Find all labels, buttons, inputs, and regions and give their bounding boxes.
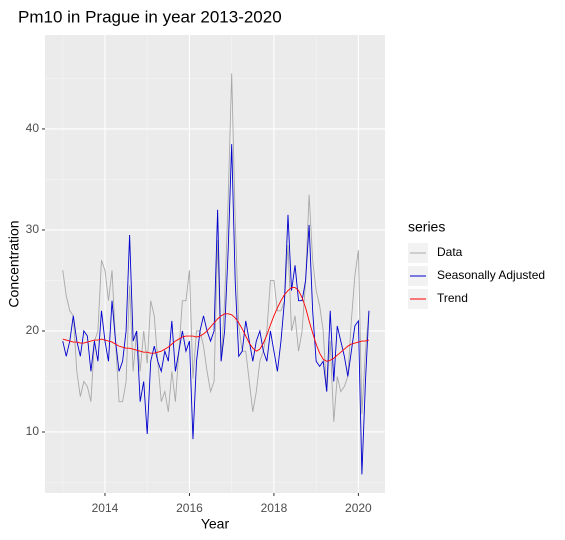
- legend-label: Trend: [437, 291, 468, 305]
- x-tick-label: 2016: [176, 501, 203, 515]
- chart-title: Pm10 in Prague in year 2013-2020: [18, 7, 282, 26]
- x-tick-label: 2014: [92, 501, 119, 515]
- x-tick-label: 2018: [261, 501, 288, 515]
- x-axis-label: Year: [201, 516, 230, 532]
- legend-label: Seasonally Adjusted: [437, 268, 545, 282]
- legend-label: Data: [437, 245, 463, 259]
- series-line: [62, 73, 370, 422]
- legend-title: series: [408, 219, 445, 235]
- y-tick-label: 30: [26, 222, 40, 236]
- y-tick-label: 20: [26, 323, 40, 337]
- y-tick-label: 40: [26, 121, 40, 135]
- series-line: [62, 144, 370, 475]
- x-tick-label: 2020: [345, 501, 372, 515]
- series-line: [62, 287, 370, 362]
- y-axis-label: Concentration: [6, 220, 22, 307]
- y-tick-label: 10: [26, 424, 40, 438]
- panel: [45, 35, 385, 493]
